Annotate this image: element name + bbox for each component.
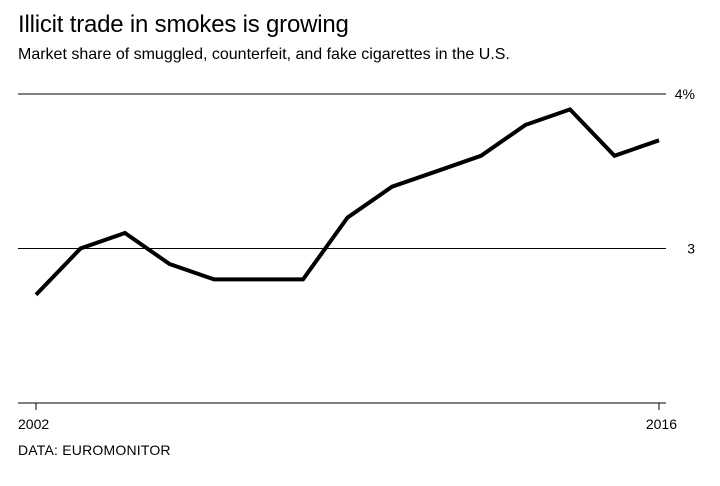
series-line-0 bbox=[34, 107, 660, 297]
tick-labels: 3 4% 2002 2016 bbox=[18, 86, 695, 432]
data-point-2012 bbox=[479, 154, 483, 158]
x-tick-label: 2002 bbox=[18, 416, 49, 432]
data-point-2006 bbox=[212, 277, 216, 281]
y-tick-label: 4% bbox=[675, 86, 695, 102]
chart-title: Illicit trade in smokes is growing bbox=[18, 11, 349, 38]
chart-subtitle: Market share of smuggled, counterfeit, a… bbox=[18, 46, 510, 63]
data-point-2016 bbox=[657, 138, 661, 142]
data-point-2015 bbox=[613, 154, 617, 158]
data-point-2008 bbox=[301, 277, 305, 281]
y-tick-label: 3 bbox=[687, 241, 695, 257]
data-point-2011 bbox=[435, 169, 439, 173]
data-point-2009 bbox=[346, 216, 350, 220]
data-point-2013 bbox=[524, 123, 528, 127]
data-point-2014 bbox=[568, 107, 572, 111]
data-point-2004 bbox=[123, 231, 127, 235]
data-point-2005 bbox=[168, 262, 172, 266]
data-point-2007 bbox=[257, 277, 261, 281]
data-point-2003 bbox=[79, 247, 83, 251]
data-point-2002 bbox=[34, 293, 38, 297]
x-axis bbox=[18, 402, 666, 410]
data-source: DATA: EUROMONITOR bbox=[18, 442, 171, 458]
gridlines bbox=[18, 93, 666, 249]
data-point-2010 bbox=[390, 185, 394, 189]
series-layer bbox=[34, 107, 661, 297]
x-tick-label: 2016 bbox=[646, 416, 677, 432]
